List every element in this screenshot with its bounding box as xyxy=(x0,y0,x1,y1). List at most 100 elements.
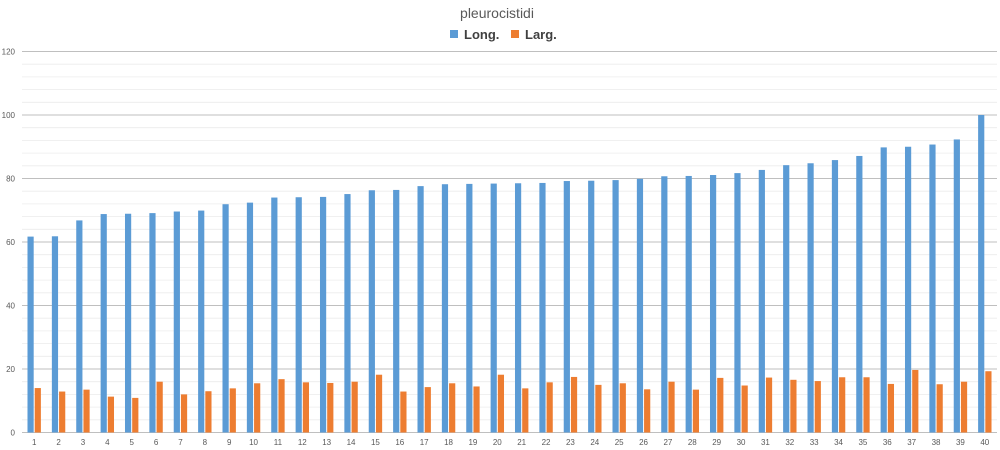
bar-long xyxy=(295,197,302,433)
bar-larg xyxy=(717,377,724,433)
bar-larg xyxy=(351,381,358,433)
bar-larg xyxy=(473,386,480,433)
bar-larg xyxy=(765,377,773,433)
bar-larg xyxy=(644,389,651,433)
x-tick-label: 7 xyxy=(178,438,183,447)
bar-larg xyxy=(449,383,456,433)
bar-long xyxy=(539,182,546,433)
bar-long xyxy=(856,155,863,433)
x-tick-label: 13 xyxy=(322,438,331,447)
bar-long xyxy=(271,197,278,433)
x-tick-label: 21 xyxy=(517,438,526,447)
x-tick-label: 35 xyxy=(858,438,867,447)
y-tick-label: 80 xyxy=(6,175,15,184)
x-axis-ticks: 1 2 3 4 5 6 7 8 9 10 11 12 13 14 15 16 17 18 19 20 21 22 23 24 2… xyxy=(32,438,990,447)
x-tick-label: 14 xyxy=(347,438,356,447)
bar-larg xyxy=(619,383,626,433)
bar-long xyxy=(246,202,254,433)
bar-larg xyxy=(205,391,212,433)
y-tick-label: 40 xyxy=(6,302,15,311)
bar-larg xyxy=(327,382,334,433)
bar-long xyxy=(612,180,619,433)
x-tick-label: 22 xyxy=(542,438,551,447)
legend-swatch-long xyxy=(450,30,458,38)
x-tick-label: 3 xyxy=(81,438,86,447)
bar-long xyxy=(466,183,473,433)
x-tick-label: 38 xyxy=(932,438,941,447)
bar-long xyxy=(758,169,765,433)
bar-larg xyxy=(570,376,578,433)
bar-long xyxy=(344,194,351,433)
bar-long xyxy=(124,213,132,433)
x-tick-label: 19 xyxy=(468,438,477,447)
bar-long xyxy=(27,236,34,433)
bar-long xyxy=(831,160,839,433)
y-tick-label: 60 xyxy=(6,238,15,247)
x-tick-label: 34 xyxy=(834,438,843,447)
bar-larg xyxy=(229,388,236,433)
x-tick-label: 31 xyxy=(761,438,770,447)
bar-long xyxy=(953,139,960,433)
bar-long xyxy=(588,180,595,433)
bar-long xyxy=(222,204,229,433)
bar-long xyxy=(393,189,400,433)
bar-long xyxy=(685,175,692,433)
x-tick-label: 8 xyxy=(203,438,208,447)
bar-long xyxy=(978,115,985,433)
chart-title: pleurocistidi xyxy=(460,5,534,21)
bar-long xyxy=(417,186,424,433)
bar-long xyxy=(929,144,936,433)
bar-long xyxy=(100,214,107,433)
bar-long xyxy=(76,220,83,433)
bar-larg xyxy=(132,397,139,433)
gridlines xyxy=(22,51,997,433)
bar-larg xyxy=(814,381,821,433)
bar-long xyxy=(319,196,327,433)
bar-long xyxy=(368,190,375,433)
bar-long xyxy=(783,165,790,433)
bar-long xyxy=(149,213,156,433)
bar-long xyxy=(807,163,814,433)
y-tick-label: 20 xyxy=(6,365,15,374)
bar-larg xyxy=(302,382,310,433)
x-tick-label: 39 xyxy=(956,438,965,447)
x-tick-label: 11 xyxy=(274,438,283,447)
x-tick-label: 33 xyxy=(810,438,819,447)
x-tick-label: 17 xyxy=(420,438,429,447)
bar-larg xyxy=(83,389,90,433)
y-tick-label: 100 xyxy=(2,111,16,120)
x-tick-label: 12 xyxy=(298,438,307,447)
bar-larg xyxy=(912,369,919,433)
bar-larg xyxy=(375,374,383,433)
x-tick-label: 29 xyxy=(712,438,721,447)
bar-larg xyxy=(839,377,846,433)
x-tick-label: 30 xyxy=(737,438,746,447)
x-tick-label: 4 xyxy=(105,438,110,447)
bar-long xyxy=(198,210,205,433)
x-tick-label: 15 xyxy=(371,438,380,447)
bar-larg xyxy=(522,388,529,433)
bar-larg xyxy=(34,388,41,433)
bar-larg xyxy=(156,381,163,433)
x-tick-label: 24 xyxy=(590,438,599,447)
bar-long xyxy=(880,147,887,433)
bar-long xyxy=(661,176,668,433)
bar-long xyxy=(904,146,912,433)
bar-larg xyxy=(790,379,797,433)
x-tick-label: 1 xyxy=(32,438,37,447)
x-tick-label: 6 xyxy=(154,438,159,447)
bar-larg xyxy=(887,383,895,433)
bar-larg xyxy=(692,389,700,433)
y-tick-label: 120 xyxy=(2,48,16,57)
y-tick-label: 0 xyxy=(11,429,16,438)
bar-larg xyxy=(107,396,115,433)
x-tick-label: 2 xyxy=(56,438,61,447)
bar-long xyxy=(441,184,449,433)
bars xyxy=(27,115,992,433)
bar-larg xyxy=(254,383,261,433)
bar-larg xyxy=(960,381,968,433)
bar-long xyxy=(734,173,741,433)
bar-long xyxy=(173,211,180,433)
bar-larg xyxy=(985,371,992,433)
